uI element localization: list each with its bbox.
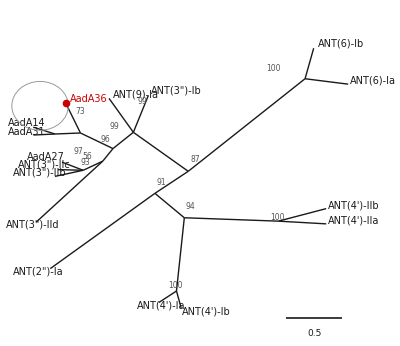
Text: 99: 99	[137, 97, 147, 106]
Text: ANT(2")-Ia: ANT(2")-Ia	[13, 266, 63, 276]
Text: 0.5: 0.5	[307, 329, 321, 338]
Text: 94: 94	[185, 202, 195, 211]
Text: ANT(4')-IIa: ANT(4')-IIa	[328, 216, 379, 226]
Text: 100: 100	[168, 281, 182, 290]
Text: 91: 91	[156, 178, 166, 187]
Text: ANT(4')-Ib: ANT(4')-Ib	[182, 306, 231, 316]
Text: ANT(3")-IIc: ANT(3")-IIc	[18, 160, 70, 170]
Text: 96: 96	[100, 135, 110, 144]
Text: ANT(9)-Ia: ANT(9)-Ia	[113, 89, 159, 99]
Text: AadA31: AadA31	[8, 127, 46, 137]
Text: 99: 99	[109, 122, 119, 131]
Text: ANT(4')-Ia: ANT(4')-Ia	[136, 301, 185, 311]
Text: ANT(6)-Ib: ANT(6)-Ib	[318, 38, 364, 48]
Text: 100: 100	[270, 212, 285, 221]
Text: ANT(3")-IId: ANT(3")-IId	[6, 220, 60, 229]
Text: 97: 97	[74, 147, 84, 156]
Text: ANT(3")-IIb: ANT(3")-IIb	[13, 168, 66, 178]
Text: AadA27: AadA27	[27, 152, 65, 162]
Text: 73: 73	[75, 107, 85, 116]
Text: 93: 93	[80, 158, 90, 167]
Text: ANT(4')-IIb: ANT(4')-IIb	[328, 200, 380, 210]
Text: 100: 100	[266, 64, 280, 73]
Text: AadA36: AadA36	[70, 94, 108, 104]
Text: ANT(6)-Ia: ANT(6)-Ia	[350, 76, 396, 86]
Text: 56: 56	[82, 152, 92, 161]
Text: ANT(3")-Ib: ANT(3")-Ib	[151, 86, 202, 96]
Text: 87: 87	[190, 155, 200, 164]
Text: AadA14: AadA14	[8, 118, 46, 128]
